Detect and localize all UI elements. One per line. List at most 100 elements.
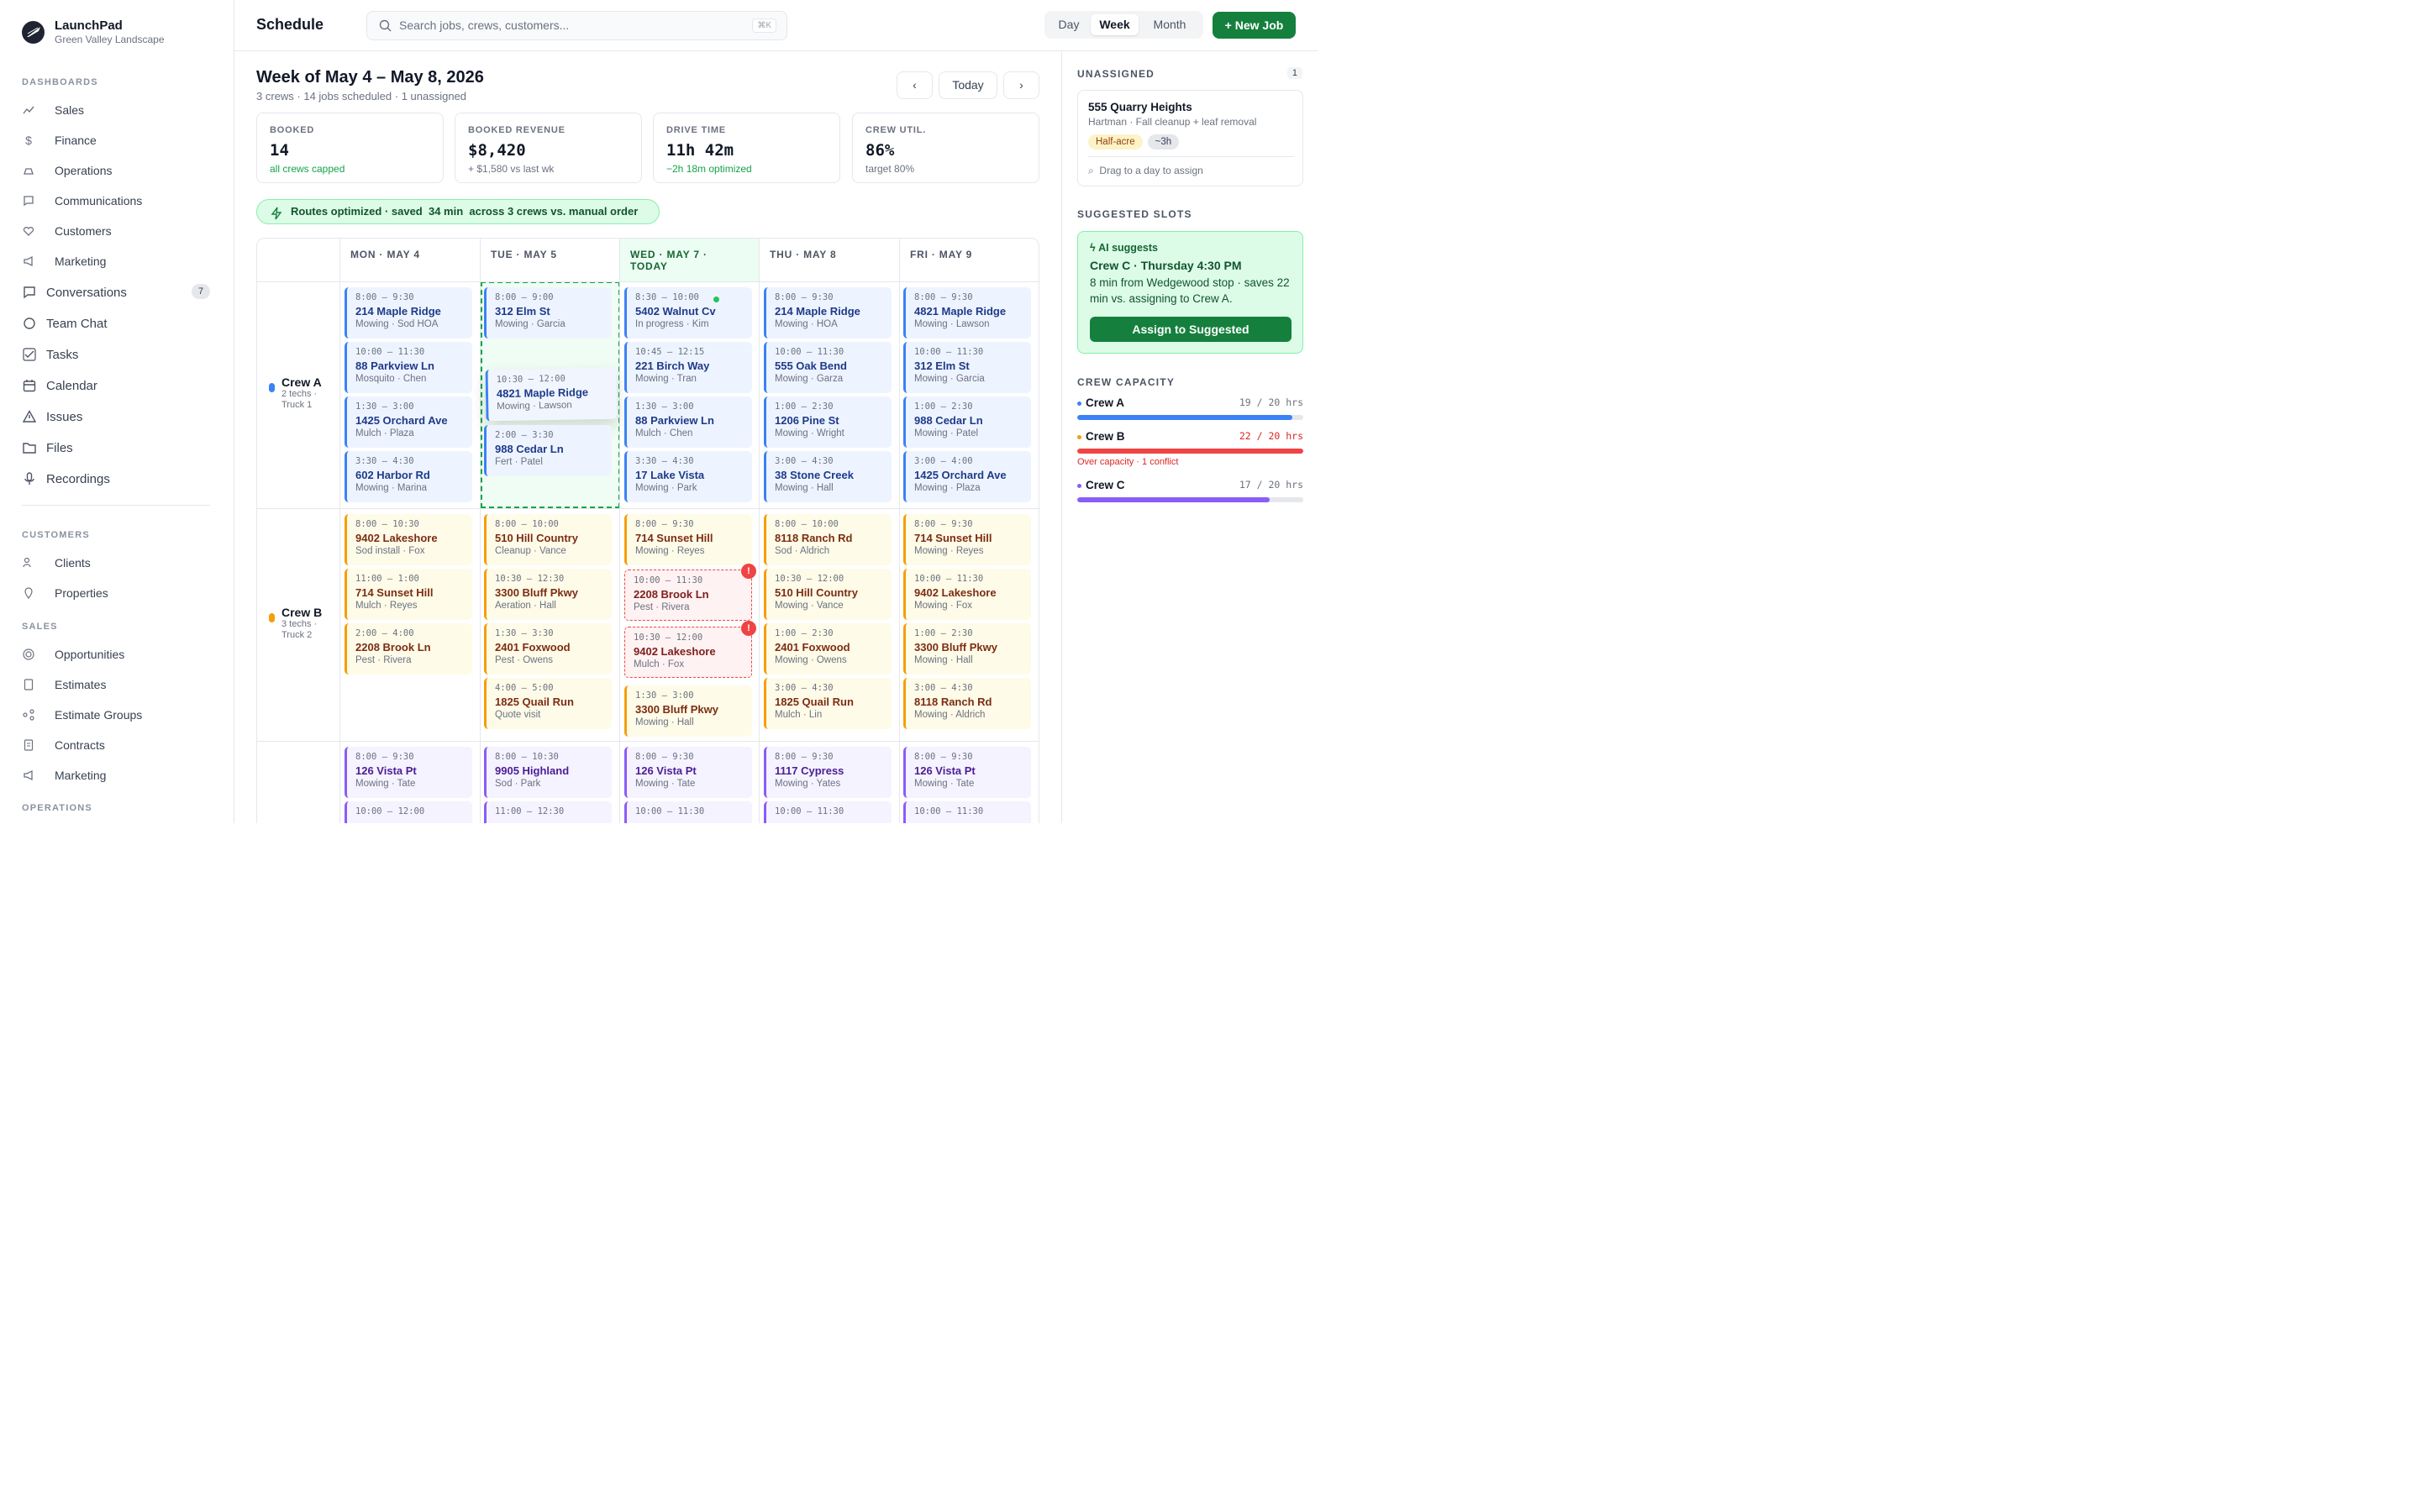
- sidebar-item-label: Clients: [55, 556, 91, 570]
- job-card[interactable]: 11:00 – 12:30: [484, 801, 612, 823]
- job-card[interactable]: 8:00 – 9:30 714 Sunset Hill Mowing · Reyes: [624, 514, 752, 565]
- sidebar-item-issues[interactable]: Issues: [22, 408, 210, 425]
- job-address: 8118 Ranch Rd: [914, 696, 992, 708]
- sidebar-item-communications[interactable]: Communications: [22, 192, 210, 209]
- job-card[interactable]: 3:00 – 4:30 38 Stone Creek Mowing · Hall: [764, 451, 892, 502]
- sidebar-item-tasks[interactable]: Tasks: [22, 346, 210, 363]
- job-card[interactable]: 10:30 – 12:30 3300 Bluff Pkwy Aeration · H…: [484, 569, 612, 620]
- job-card[interactable]: 10:00 – 11:30 555 Oak Bend Mowing · Garza: [764, 342, 892, 393]
- sidebar-item-contracts[interactable]: Contracts: [22, 737, 210, 753]
- job-card[interactable]: 2:00 – 4:00 2208 Brook Ln Pest · Rivera: [345, 623, 472, 675]
- job-card[interactable]: 8:00 – 10:30 9402 Lakeshore Sod install · …: [345, 514, 472, 565]
- job-card[interactable]: 8:00 – 9:30 126 Vista Pt Mowing · Tate: [345, 747, 472, 798]
- job-card[interactable]: 8:00 – 9:30 1117 Cypress Mowing · Yates: [764, 747, 892, 798]
- job-card[interactable]: 8:00 – 9:30 714 Sunset Hill Mowing · Reyes: [903, 514, 1031, 565]
- share-icon: [22, 708, 35, 722]
- sidebar-item-operations[interactable]: Operations: [22, 162, 210, 179]
- sidebar-item-sales[interactable]: Sales: [22, 102, 210, 118]
- sidebar-item-label: Tasks: [46, 347, 79, 362]
- job-card[interactable]: 8:00 – 9:30 126 Vista Pt Mowing · Tate: [903, 747, 1031, 798]
- job-address: 9402 Lakeshore: [914, 586, 997, 599]
- job-card[interactable]: 10:00 – 12:00: [345, 801, 472, 823]
- unassigned-count: 1: [1286, 67, 1302, 79]
- sidebar-item-sales-marketing[interactable]: Marketing: [22, 767, 210, 784]
- job-card[interactable]: 3:00 – 4:00 1425 Orchard Ave Mowing · Plaz…: [903, 451, 1031, 502]
- job-card[interactable]: 1:00 – 2:30 2401 Foxwood Mowing · Owens: [764, 623, 892, 675]
- job-card[interactable]: 8:00 – 9:00 312 Elm St Mowing · Garcia: [484, 287, 612, 339]
- job-meta: Mulch · Fox: [634, 659, 685, 669]
- job-card-dragging[interactable]: 10:30 – 12:00 4821 Maple Ridge Mowing · La…: [485, 367, 618, 422]
- sidebar-item-calendar[interactable]: Calendar: [22, 377, 210, 394]
- job-card[interactable]: 8:00 – 10:30 9905 Highland Sod · Park: [484, 747, 612, 798]
- view-day-button[interactable]: Day: [1058, 18, 1080, 31]
- search-input[interactable]: Search jobs, crews, customers... ⌘K: [366, 11, 787, 40]
- sidebar-item-recordings[interactable]: Recordings: [22, 470, 210, 487]
- job-time: 10:00 – 12:00: [355, 806, 425, 816]
- brand[interactable]: LaunchPad Green Valley Landscape: [22, 18, 165, 46]
- job-card-conflict[interactable]: ! 10:00 – 11:30 2208 Brook Ln Pest · Rivera: [624, 564, 756, 621]
- job-card[interactable]: 10:00 – 11:30: [903, 801, 1031, 823]
- job-address: 1825 Quail Run: [495, 696, 574, 708]
- job-card[interactable]: 4:00 – 5:00 1825 Quail Run Quote visit: [484, 678, 612, 729]
- job-card[interactable]: 1:30 – 3:00 88 Parkview Ln Mulch · Chen: [624, 396, 752, 448]
- job-card[interactable]: 8:00 – 10:00 8118 Ranch Rd Sod · Aldrich: [764, 514, 892, 565]
- job-card[interactable]: 1:30 – 3:30 2401 Foxwood Pest · Owens: [484, 623, 612, 675]
- job-card[interactable]: 10:00 – 11:30 9402 Lakeshore Mowing · Fox: [903, 569, 1031, 620]
- job-address: 988 Cedar Ln: [914, 414, 983, 427]
- unassigned-job-card[interactable]: 555 Quarry Heights Hartman · Fall cleanu…: [1077, 90, 1303, 186]
- job-card[interactable]: 8:00 – 9:30 4821 Maple Ridge Mowing · Laws…: [903, 287, 1031, 339]
- job-card[interactable]: 10:45 – 12:15 221 Birch Way Mowing · Tran: [624, 342, 752, 393]
- job-card[interactable]: 8:00 – 9:30 214 Maple Ridge Mowing · HOA: [764, 287, 892, 339]
- view-month-button[interactable]: Month: [1153, 18, 1186, 31]
- new-job-button[interactable]: + New Job: [1213, 12, 1296, 39]
- sidebar-item-team-chat[interactable]: Team Chat: [22, 315, 210, 332]
- section-sales: SALES: [22, 622, 58, 632]
- sidebar-item-finance[interactable]: $ Finance: [22, 132, 210, 149]
- crew-detail: Truck 1: [281, 400, 313, 410]
- job-address: 3300 Bluff Pkwy: [495, 586, 578, 599]
- job-card[interactable]: 10:30 – 12:00 510 Hill Country Mowing · Va…: [764, 569, 892, 620]
- job-card[interactable]: 3:00 – 4:30 8118 Ranch Rd Mowing · Aldrich: [903, 678, 1031, 729]
- job-card[interactable]: 3:30 – 4:30 602 Harbor Rd Mowing · Marina: [345, 451, 472, 502]
- sidebar-item-marketing[interactable]: Marketing: [22, 253, 210, 270]
- job-card[interactable]: 2:00 – 3:30 988 Cedar Ln Fert · Patel: [484, 425, 612, 476]
- job-card[interactable]: 10:00 – 11:30: [764, 801, 892, 823]
- capacity-bar: [1077, 415, 1303, 420]
- sidebar-item-customers[interactable]: Customers: [22, 223, 210, 239]
- job-card[interactable]: 8:30 – 10:00 5402 Walnut Cv In progress · …: [624, 287, 752, 339]
- job-card[interactable]: 1:00 – 2:30 988 Cedar Ln Mowing · Patel: [903, 396, 1031, 448]
- capacity-crew-name: Crew B: [1086, 430, 1125, 443]
- day-header-today: WED · MAY 7 · TODAY: [620, 239, 760, 281]
- sidebar-item-clients[interactable]: Clients: [22, 554, 210, 571]
- job-card[interactable]: 1:30 – 3:00 3300 Bluff Pkwy Mowing · Hall: [624, 685, 752, 737]
- assign-suggested-button[interactable]: Assign to Suggested: [1090, 317, 1292, 342]
- job-card[interactable]: 10:00 – 11:30 88 Parkview Ln Mosquito · Ch…: [345, 342, 472, 393]
- job-meta: Mowing · Wright: [775, 428, 844, 438]
- job-card[interactable]: 8:00 – 9:30 126 Vista Pt Mowing · Tate: [624, 747, 752, 798]
- crew-detail: Truck 2: [281, 630, 313, 640]
- view-week-button[interactable]: Week: [1091, 14, 1139, 35]
- job-card[interactable]: 10:00 – 11:30: [624, 801, 752, 823]
- job-card[interactable]: 3:30 – 4:30 17 Lake Vista Mowing · Park: [624, 451, 752, 502]
- job-card[interactable]: 11:00 – 1:00 714 Sunset Hill Mulch · Reyes: [345, 569, 472, 620]
- job-card[interactable]: 1:00 – 2:30 3300 Bluff Pkwy Mowing · Hall: [903, 623, 1031, 675]
- sidebar-item-estimate-groups[interactable]: Estimate Groups: [22, 706, 210, 723]
- job-card-conflict[interactable]: ! 10:30 – 12:00 9402 Lakeshore Mulch · Fox: [624, 621, 756, 678]
- sidebar-item-label: Estimates: [55, 678, 107, 691]
- job-card[interactable]: 1:30 – 3:00 1425 Orchard Ave Mulch · Plaza: [345, 396, 472, 448]
- job-card[interactable]: 10:00 – 11:30 312 Elm St Mowing · Garcia: [903, 342, 1031, 393]
- job-time: 10:00 – 11:30: [635, 806, 705, 816]
- sidebar-item-opportunities[interactable]: Opportunities: [22, 646, 210, 663]
- prev-week-button[interactable]: ‹: [897, 71, 933, 99]
- job-card[interactable]: 8:00 – 10:00 510 Hill Country Cleanup · Va…: [484, 514, 612, 565]
- sidebar-item-estimates[interactable]: Estimates: [22, 676, 210, 693]
- sidebar-item-conversations[interactable]: Conversations 7: [22, 284, 210, 301]
- job-time: 10:30 – 12:00: [775, 574, 844, 584]
- today-button[interactable]: Today: [939, 71, 997, 99]
- job-card[interactable]: 1:00 – 2:30 1206 Pine St Mowing · Wright: [764, 396, 892, 448]
- sidebar-item-properties[interactable]: Properties: [22, 585, 210, 601]
- next-week-button[interactable]: ›: [1003, 71, 1039, 99]
- sidebar-item-files[interactable]: Files: [22, 439, 210, 456]
- job-card[interactable]: 3:00 – 4:30 1825 Quail Run Mulch · Lin: [764, 678, 892, 729]
- job-card[interactable]: 8:00 – 9:30 214 Maple Ridge Mowing · Sod H…: [345, 287, 472, 339]
